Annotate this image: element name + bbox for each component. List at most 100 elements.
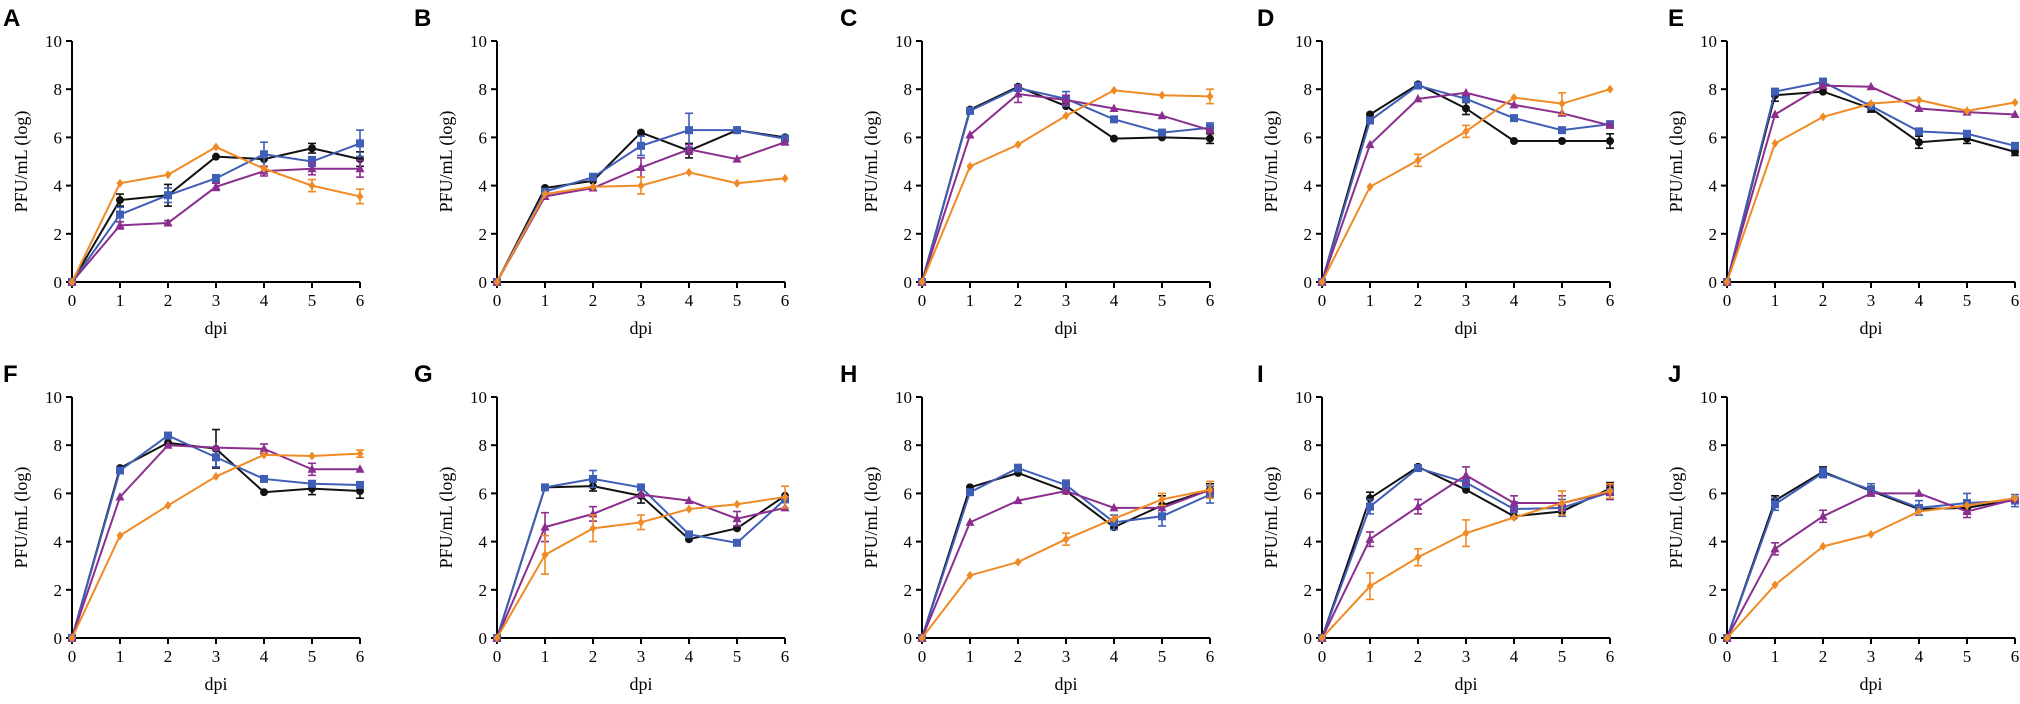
y-tick-label: 4	[1709, 177, 1718, 196]
data-point-diamond	[116, 531, 124, 541]
data-point-diamond	[1206, 485, 1214, 495]
data-point-square	[1158, 512, 1166, 521]
y-tick-label: 10	[45, 32, 62, 51]
series-line-orange	[921, 488, 1211, 639]
data-point-square	[1819, 468, 1827, 477]
series-black	[1318, 462, 1614, 642]
series-black	[493, 480, 789, 642]
x-tick-label: 5	[308, 647, 317, 666]
data-point-triangle	[1866, 81, 1876, 91]
x-tick-label: 6	[356, 647, 365, 666]
y-tick-label: 6	[904, 484, 913, 503]
y-tick-label: 2	[1709, 581, 1718, 600]
y-axis-title: PFU/mL (log)	[11, 467, 32, 569]
series-line-blue	[71, 142, 361, 283]
series-purple	[1722, 488, 2020, 642]
series-orange	[918, 480, 1214, 643]
data-point-circle	[637, 128, 645, 137]
data-point-diamond	[1014, 557, 1022, 567]
data-point-square	[1558, 126, 1566, 135]
x-tick-label: 6	[1606, 647, 1615, 666]
data-point-diamond	[1414, 552, 1422, 562]
data-point-triangle	[1061, 485, 1071, 495]
series-line-orange	[71, 452, 361, 639]
series-black	[918, 468, 1214, 642]
x-tick-label: 4	[1510, 647, 1519, 666]
y-axis-title: PFU/mL (log)	[1261, 467, 1282, 569]
x-axis-title: dpi	[1454, 674, 1477, 694]
data-point-square	[308, 157, 316, 166]
x-tick-label: 2	[1819, 647, 1828, 666]
data-point-square	[589, 173, 597, 182]
data-point-square	[260, 150, 268, 159]
x-tick-label: 1	[1366, 647, 1375, 666]
y-tick-label: 8	[479, 436, 488, 455]
data-point-diamond	[1206, 91, 1214, 101]
data-point-diamond	[493, 277, 501, 287]
y-tick-label: 2	[479, 225, 488, 244]
data-point-square	[685, 530, 693, 539]
panel-letter: H	[840, 361, 857, 388]
series-line-blue	[1726, 471, 2016, 639]
data-point-circle	[1510, 137, 1518, 146]
panel-e: E 0 2 4 6 8 10 0 1 2 3 4 5 6 dpi PFU/mL (log)	[1666, 5, 2020, 338]
x-tick-label: 6	[2011, 647, 2020, 666]
data-point-triangle	[259, 443, 269, 453]
y-tick-label: 8	[54, 80, 63, 99]
data-point-diamond	[637, 517, 645, 527]
y-tick-label: 10	[1295, 388, 1312, 407]
data-point-diamond	[116, 178, 124, 188]
y-tick-label: 4	[1709, 533, 1718, 552]
y-tick-label: 4	[54, 177, 63, 196]
y-tick-label: 0	[904, 629, 913, 648]
data-point-square	[733, 126, 741, 135]
data-point-diamond	[637, 181, 645, 191]
series-orange	[1318, 84, 1614, 287]
y-tick-label: 8	[1304, 80, 1313, 99]
series-orange	[68, 449, 364, 643]
x-tick-label: 2	[1014, 647, 1023, 666]
x-tick-label: 4	[260, 647, 269, 666]
data-point-triangle	[1509, 99, 1519, 109]
data-point-triangle	[540, 522, 550, 531]
x-tick-label: 1	[116, 647, 125, 666]
data-point-triangle	[1605, 120, 1615, 129]
x-tick-label: 2	[589, 647, 598, 666]
x-tick-label: 5	[1963, 291, 1972, 310]
y-tick-label: 4	[904, 177, 913, 196]
panel-a: A 0 2 4 6 8 10 0 1 2 3 4 5 6 dpi PFU/mL (log)	[3, 5, 365, 338]
x-axis-title: dpi	[1859, 318, 1882, 338]
x-tick-label: 5	[1558, 647, 1567, 666]
x-tick-label: 1	[966, 647, 975, 666]
data-point-triangle	[1205, 125, 1215, 134]
y-axis-title: PFU/mL (log)	[11, 111, 32, 213]
data-point-diamond	[1158, 90, 1166, 100]
data-point-square	[1963, 129, 1971, 138]
series-orange	[68, 142, 364, 287]
data-point-square	[966, 488, 974, 497]
series-orange	[1723, 493, 2019, 643]
y-tick-label: 2	[904, 581, 913, 600]
x-tick-label: 3	[1867, 647, 1876, 666]
data-point-diamond	[1110, 514, 1118, 524]
data-point-diamond	[1867, 529, 1875, 539]
data-point-square	[356, 480, 364, 489]
panel-letter: E	[1668, 5, 1684, 32]
data-point-circle	[1819, 87, 1827, 96]
data-point-diamond	[2011, 493, 2019, 503]
x-tick-label: 5	[733, 647, 742, 666]
data-point-triangle	[1013, 89, 1023, 98]
y-tick-label: 6	[479, 128, 488, 147]
x-tick-label: 3	[637, 291, 646, 310]
series-purple	[492, 137, 790, 286]
data-point-square	[260, 474, 268, 483]
data-point-triangle	[211, 442, 221, 452]
y-tick-label: 4	[479, 177, 488, 196]
y-tick-label: 2	[54, 225, 63, 244]
data-point-triangle	[1509, 498, 1519, 507]
x-tick-label: 5	[1558, 291, 1567, 310]
x-axis-title: dpi	[1054, 318, 1077, 338]
x-tick-label: 1	[1366, 291, 1375, 310]
y-tick-label: 0	[479, 629, 488, 648]
